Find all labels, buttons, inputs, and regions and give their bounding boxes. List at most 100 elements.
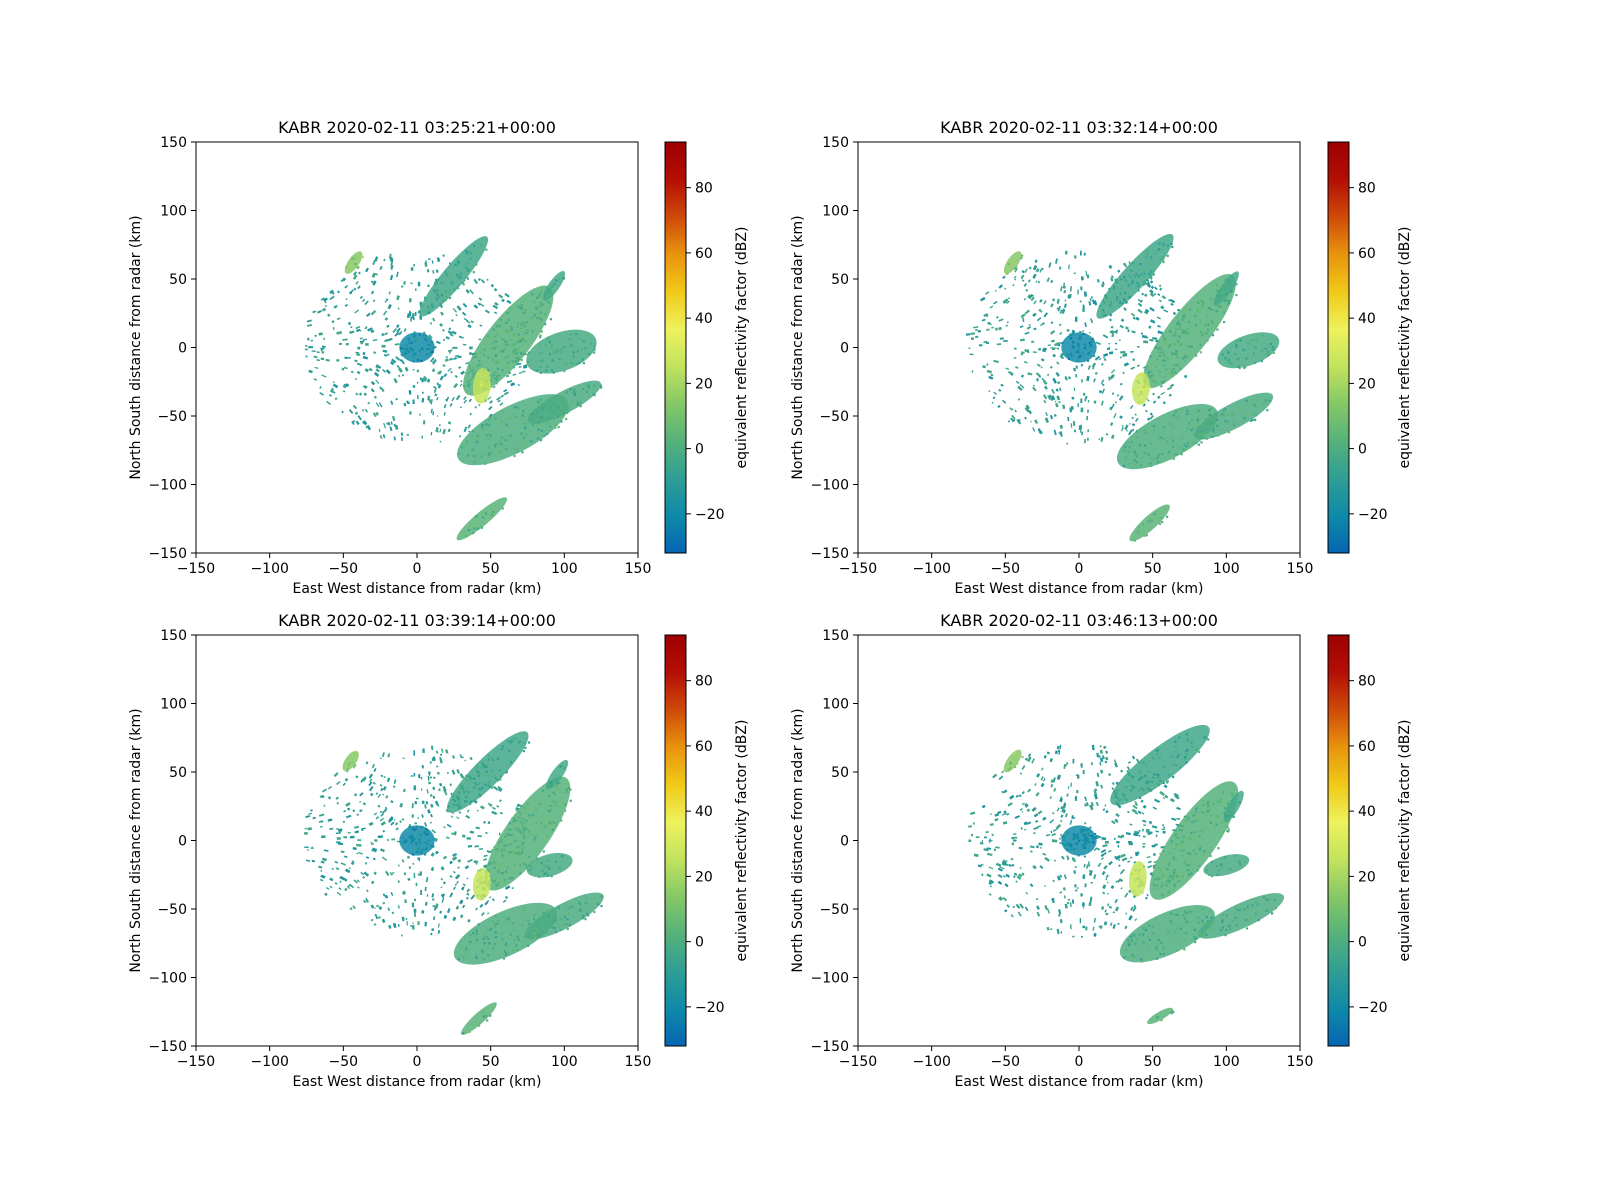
echo-speck: [313, 355, 318, 359]
echo-speck: [477, 1024, 480, 1027]
echo-speck: [1115, 801, 1118, 804]
echo-speck: [1179, 367, 1182, 370]
echo-speck: [1121, 302, 1124, 305]
echo-speck: [334, 882, 338, 885]
echo-speck: [469, 756, 473, 761]
echo-speck: [556, 906, 559, 910]
echo-speck: [974, 326, 979, 329]
radar-panel-4: −150 −100 −50 0 50 100 150−150−100−50050100150…: [790, 611, 1413, 1090]
echo-speck: [1037, 428, 1042, 434]
echo-speck: [590, 342, 593, 345]
echo-speck: [414, 339, 417, 342]
echo-speck: [1272, 351, 1275, 354]
echo-speck: [573, 389, 576, 392]
echo-speck: [1253, 403, 1256, 407]
echo-speck: [482, 764, 485, 767]
echo-speck: [1100, 363, 1104, 366]
echo-speck: [353, 879, 359, 884]
echo-speck: [1216, 328, 1219, 331]
echo-speck: [521, 307, 524, 310]
echo-speck: [1157, 454, 1160, 457]
echo-speck: [443, 914, 448, 919]
x-tick-label: −50: [991, 1054, 1021, 1070]
echo-speck: [1151, 379, 1154, 382]
echo-speck: [312, 816, 316, 820]
echo-speck: [1230, 414, 1233, 417]
echo-speck: [1118, 339, 1121, 342]
echo-speck: [1144, 409, 1148, 413]
echo-speck: [507, 379, 513, 384]
echo-speck: [1085, 395, 1088, 399]
echo-speck: [988, 390, 991, 393]
echo-speck: [1058, 913, 1061, 917]
echo-speck: [1164, 252, 1167, 255]
echo-speck: [1152, 883, 1155, 886]
radar-echo-field: [965, 233, 1280, 542]
echo-speck: [988, 866, 994, 870]
echo-speck: [994, 818, 999, 822]
echo-speck: [1034, 783, 1037, 786]
echo-speck: [515, 448, 519, 451]
echo-speck: [1232, 920, 1235, 923]
echo-speck: [393, 779, 397, 785]
echo-speck: [1069, 819, 1073, 825]
echo-speck: [1045, 412, 1048, 417]
echo-speck: [320, 348, 323, 352]
echo-speck: [1066, 831, 1069, 834]
echo-speck: [487, 396, 492, 401]
echo-speck: [417, 873, 420, 876]
echo-speck: [410, 924, 412, 927]
echo-speck: [549, 425, 552, 428]
echo-speck: [537, 428, 540, 431]
echo-speck: [1018, 846, 1023, 850]
echo-speck: [993, 359, 999, 363]
echo-speck: [408, 866, 412, 869]
echo-speck: [1140, 799, 1144, 803]
echo-speck: [387, 304, 392, 310]
echo-speck: [408, 342, 411, 345]
echo-speck: [1236, 339, 1239, 343]
echo-speck: [560, 764, 563, 767]
echo-speck: [993, 391, 998, 395]
echo-speck: [1198, 932, 1201, 936]
echo-speck: [414, 311, 417, 316]
echo-speck: [1073, 817, 1076, 819]
echo-speck: [1101, 281, 1105, 286]
echo-speck: [1101, 383, 1105, 387]
panel-title: KABR 2020-02-11 03:32:14+00:00: [940, 118, 1218, 137]
echo-speck: [1145, 831, 1150, 833]
echo-region: [484, 776, 571, 891]
echo-speck: [390, 891, 394, 896]
echo-speck: [559, 918, 562, 921]
echo-speck: [368, 781, 373, 787]
echo-speck: [331, 291, 335, 295]
echo-speck: [1134, 802, 1139, 807]
echo-speck: [1135, 273, 1138, 276]
echo-speck: [509, 741, 512, 744]
echo-speck: [410, 267, 414, 271]
echo-speck: [1159, 248, 1162, 251]
echo-speck: [511, 817, 515, 820]
echo-speck: [1067, 294, 1071, 299]
echo-speck: [1028, 293, 1034, 300]
echo-speck: [1185, 869, 1188, 873]
echo-speck: [1158, 284, 1162, 288]
echo-speck: [508, 750, 511, 753]
echo-speck: [359, 329, 362, 332]
echo-speck: [1181, 844, 1185, 848]
echo-speck: [971, 370, 974, 373]
echo-speck: [476, 809, 479, 812]
echo-speck: [504, 835, 507, 838]
echo-speck: [549, 822, 552, 825]
echo-speck: [512, 373, 517, 376]
echo-speck: [1090, 801, 1094, 807]
echo-speck: [412, 922, 414, 925]
echo-speck: [1121, 424, 1124, 428]
echo-speck: [468, 371, 471, 374]
echo-speck: [327, 796, 332, 800]
echo-speck: [430, 357, 435, 363]
echo-speck: [531, 292, 534, 296]
echo-speck: [551, 343, 554, 346]
echo-speck: [593, 384, 596, 387]
echo-speck: [1046, 751, 1050, 755]
